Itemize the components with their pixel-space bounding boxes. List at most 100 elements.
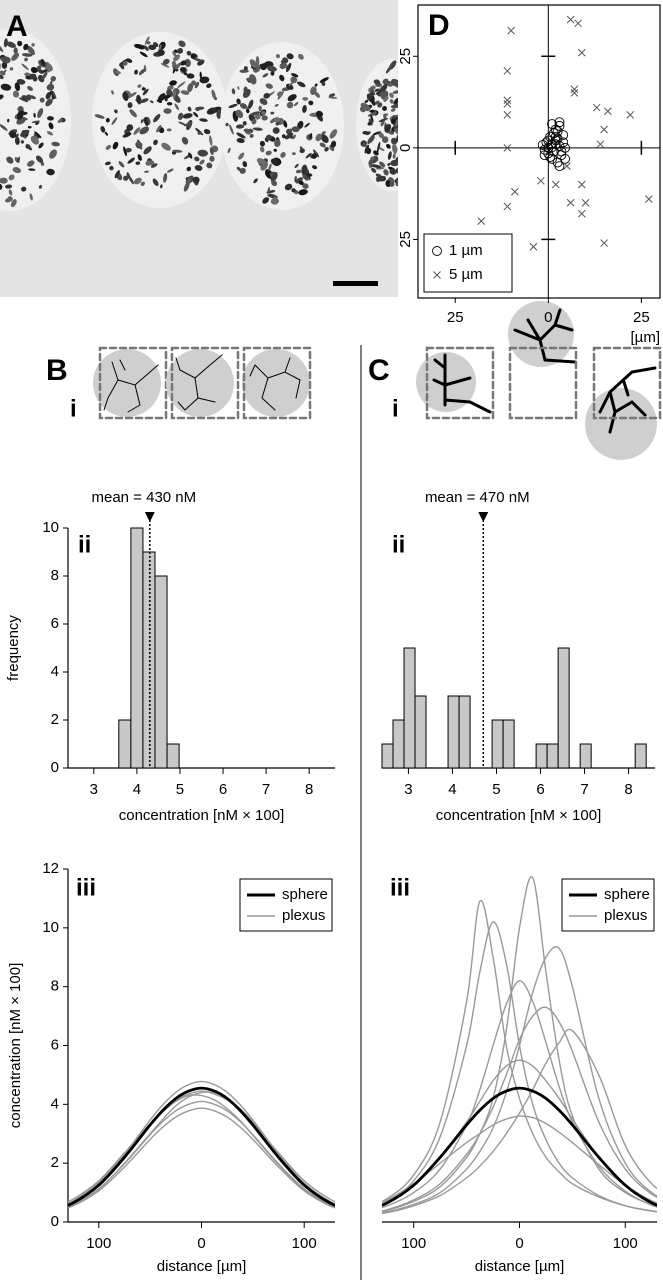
texture-blob <box>104 131 108 136</box>
texture-blob <box>181 136 189 145</box>
texture-blob <box>398 126 405 130</box>
plexus-curve <box>382 980 657 1209</box>
bar <box>634 743 647 769</box>
texture-blob <box>161 142 171 151</box>
texture-blob <box>378 132 384 139</box>
point <box>552 126 563 137</box>
texture-blob <box>203 129 211 135</box>
texture-blob <box>23 43 29 51</box>
texture-blob <box>375 89 383 95</box>
texture-blob <box>178 121 186 126</box>
texture-blob <box>321 131 326 136</box>
texture-blob <box>163 108 172 114</box>
y-tick-label: 0 <box>51 1213 59 1230</box>
texture-blob <box>236 132 246 139</box>
texture-blob <box>297 81 306 88</box>
texture-blob <box>302 174 308 179</box>
texture-blob <box>139 51 148 58</box>
texture-blob <box>24 72 31 77</box>
texture-blob <box>41 69 48 73</box>
panel-label: iii <box>76 874 96 901</box>
texture-blob <box>400 103 409 113</box>
texture-blob <box>395 167 398 174</box>
texture-blob <box>140 181 145 186</box>
texture-blob <box>305 152 312 159</box>
bar <box>381 743 394 769</box>
texture-blob <box>171 60 176 65</box>
texture-blob <box>319 77 329 83</box>
texture-blob <box>306 173 313 177</box>
point <box>539 150 550 161</box>
texture-blob <box>229 124 234 135</box>
texture-blob <box>39 97 45 103</box>
texture-blob <box>265 150 272 156</box>
texture-blob <box>199 71 202 79</box>
point <box>574 19 582 28</box>
texture-blob <box>373 100 380 105</box>
texture-blob <box>401 83 407 89</box>
point <box>600 239 609 247</box>
texture-blob <box>238 152 245 160</box>
texture-blob <box>236 98 241 105</box>
texture-blob <box>13 47 18 55</box>
y-tick-label: 6 <box>51 1036 59 1053</box>
texture-blob <box>397 164 403 171</box>
plexus-curve <box>68 1090 335 1203</box>
texture-blob <box>286 83 294 90</box>
texture-blob <box>383 113 387 119</box>
panel-label: B <box>46 354 68 387</box>
texture-blob <box>0 124 8 131</box>
texture-blob <box>156 99 163 103</box>
texture-blob <box>191 80 197 86</box>
texture-blob <box>399 116 406 121</box>
panel-label: ii <box>392 531 405 558</box>
texture-blob <box>173 54 181 62</box>
texture-blob <box>40 162 45 166</box>
texture-blob <box>14 82 21 92</box>
point <box>604 107 612 116</box>
plexus-branch <box>175 354 223 411</box>
texture-blob <box>406 94 416 101</box>
point <box>552 133 563 144</box>
texture-blob <box>4 69 7 73</box>
texture-blob <box>160 184 163 189</box>
point <box>503 100 512 108</box>
legend-label: plexus <box>282 907 325 924</box>
texture-blob <box>364 144 370 154</box>
texture-blob <box>51 141 60 147</box>
texture-blob <box>150 163 158 168</box>
point <box>577 209 586 218</box>
point <box>507 26 515 35</box>
x-tick-label: 5 <box>492 781 500 798</box>
texture-blob <box>274 139 281 147</box>
texture-blob <box>25 75 30 80</box>
texture-blob <box>206 162 213 169</box>
texture-blob <box>177 48 184 54</box>
point <box>560 142 571 153</box>
texture-blob <box>236 166 241 171</box>
texture-blob <box>184 58 191 68</box>
texture-blob <box>199 118 208 122</box>
texture-blob <box>259 140 266 147</box>
texture-blob <box>32 76 38 82</box>
plexus-curve <box>382 876 657 1213</box>
texture-blob <box>195 107 200 112</box>
texture-blob <box>393 97 398 105</box>
texture-blob <box>141 87 146 91</box>
legend-label: plexus <box>604 907 647 924</box>
texture-blob <box>174 103 180 111</box>
texture-blob <box>379 147 385 152</box>
x-axis-label: distance [µm] <box>475 1258 565 1275</box>
point <box>537 176 545 185</box>
texture-blob <box>239 103 248 109</box>
bar <box>142 551 156 769</box>
texture-blob <box>329 129 338 139</box>
texture-blob <box>194 165 203 171</box>
point <box>570 85 579 94</box>
schematic-plexus <box>416 301 662 460</box>
texture-blob <box>231 88 236 95</box>
texture-blob <box>301 164 308 176</box>
texture-blob <box>27 46 36 56</box>
texture-blob <box>392 153 396 159</box>
box <box>242 346 312 420</box>
